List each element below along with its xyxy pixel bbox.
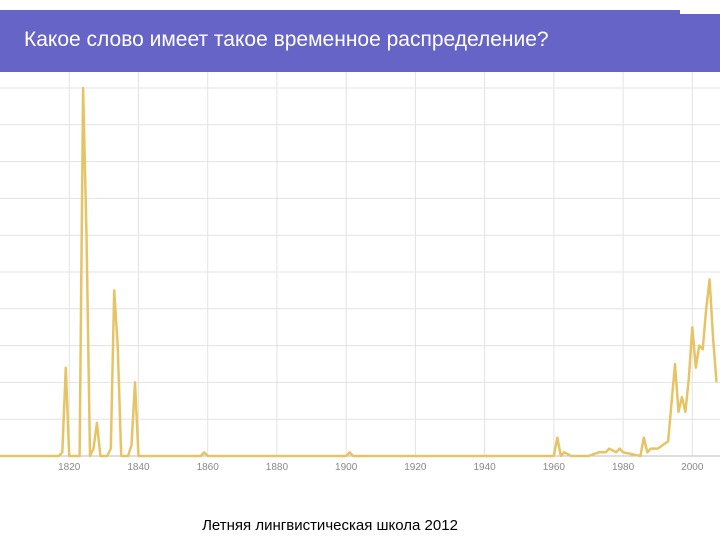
x-tick-label: 1820 [58, 462, 81, 473]
title-corner-strip [680, 10, 720, 14]
slide-title-bar: Какое слово имеет такое временное распре… [0, 10, 720, 72]
footer-text: Летняя лингвистическая школа 2012 [202, 517, 458, 534]
x-tick-label: 1940 [473, 462, 496, 473]
x-tick-label: 1960 [543, 462, 566, 473]
x-tick-label: 1880 [266, 462, 289, 473]
slide-title: Какое слово имеет такое временное распре… [24, 28, 549, 51]
chart: 1820 1840 1860 1880 1900 1920 1940 1960 1980 2000 [0, 72, 720, 482]
x-tick-label: 1840 [127, 462, 150, 473]
line-chart: 1820 1840 1860 1880 1900 1920 1940 1960 1980 2000 [0, 72, 720, 473]
x-tick-label: 2000 [681, 462, 704, 473]
x-tick-label: 1900 [335, 462, 358, 473]
x-tick-label: 1860 [197, 462, 220, 473]
series-line [0, 86, 718, 458]
slide-footer: Летняя лингвистическая школа 2012 [0, 517, 720, 534]
x-tick-label: 1980 [612, 462, 635, 473]
x-tick-label: 1920 [404, 462, 427, 473]
